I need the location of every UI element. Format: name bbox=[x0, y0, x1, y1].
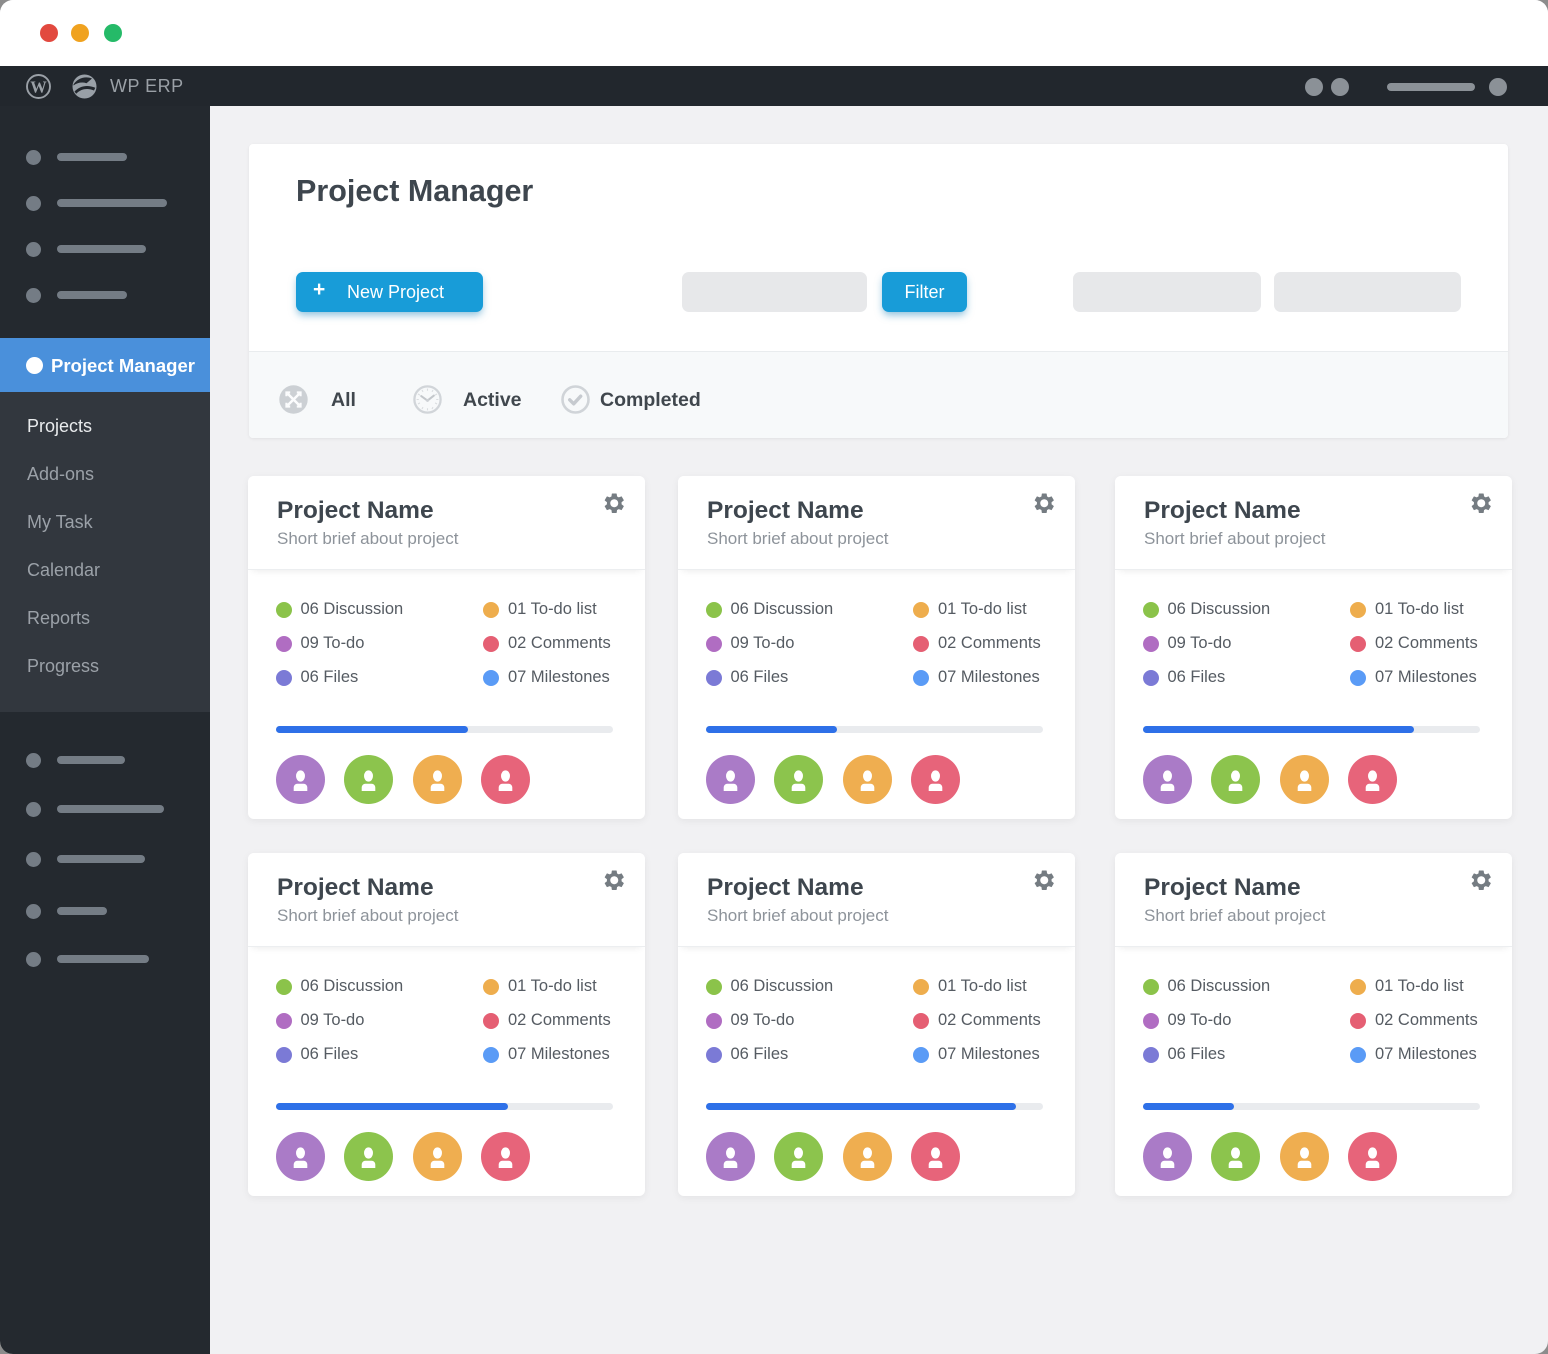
svg-text:W: W bbox=[30, 77, 47, 96]
